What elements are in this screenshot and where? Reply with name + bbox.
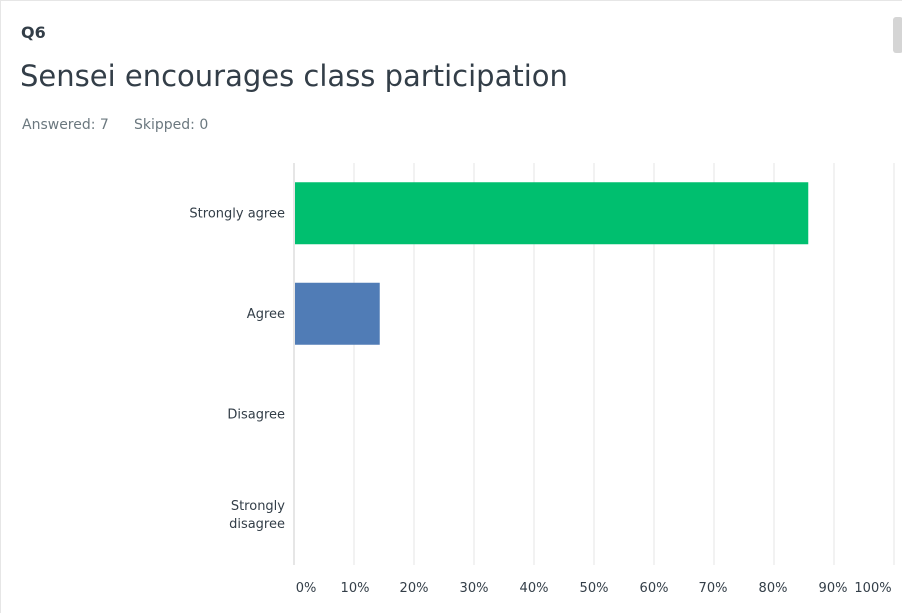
scrollbar-thumb[interactable] (893, 17, 902, 53)
category-label: Strongly (231, 499, 285, 514)
bar (295, 282, 380, 345)
x-tick-label: 0% (296, 581, 317, 596)
x-tick-label: 70% (699, 581, 728, 596)
x-tick-label: 30% (460, 581, 489, 596)
category-label: Disagree (227, 407, 285, 422)
category-label: disagree (229, 517, 285, 532)
x-tick-label: 10% (341, 581, 370, 596)
x-tick-label: 20% (400, 581, 429, 596)
x-tick-label: 60% (640, 581, 669, 596)
category-label: Strongly agree (189, 206, 285, 221)
question-title: Sensei encourages class participation (20, 59, 568, 93)
x-tick-label: 80% (759, 581, 788, 596)
answered-count: Answered: 7 (22, 117, 109, 133)
x-tick-label: 50% (580, 581, 609, 596)
x-tick-label: 90% (819, 581, 848, 596)
skipped-count: Skipped: 0 (134, 117, 209, 133)
x-tick-label: 40% (520, 581, 549, 596)
bar (295, 182, 809, 245)
category-label: Agree (247, 307, 285, 322)
x-tick-label: 100% (854, 581, 891, 596)
question-number: Q6 (21, 23, 46, 42)
